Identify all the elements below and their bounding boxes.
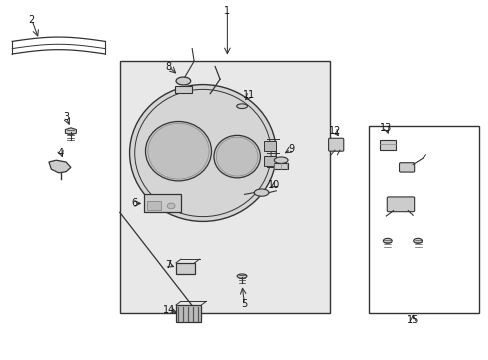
Ellipse shape — [383, 238, 391, 243]
Text: 11: 11 — [243, 90, 255, 100]
FancyBboxPatch shape — [174, 86, 192, 93]
Text: 13: 13 — [379, 123, 392, 133]
Ellipse shape — [236, 104, 247, 109]
Text: 2: 2 — [29, 15, 35, 25]
Polygon shape — [65, 128, 76, 135]
Polygon shape — [49, 160, 71, 173]
FancyBboxPatch shape — [144, 194, 181, 212]
Bar — [264, 156, 276, 166]
Text: 10: 10 — [267, 180, 280, 190]
Ellipse shape — [274, 157, 287, 163]
Text: 7: 7 — [165, 260, 171, 270]
Bar — [120, 61, 329, 313]
FancyBboxPatch shape — [386, 197, 414, 212]
Ellipse shape — [176, 77, 190, 85]
Text: 1: 1 — [224, 6, 230, 16]
Text: 4: 4 — [58, 148, 64, 158]
Text: 6: 6 — [131, 198, 137, 208]
FancyBboxPatch shape — [399, 163, 414, 172]
Text: 15: 15 — [406, 315, 419, 325]
Ellipse shape — [413, 238, 422, 243]
Text: 5: 5 — [241, 299, 247, 309]
Ellipse shape — [216, 137, 258, 176]
Text: 12: 12 — [328, 126, 341, 136]
Bar — [368, 126, 478, 313]
Ellipse shape — [147, 123, 209, 179]
FancyBboxPatch shape — [176, 305, 201, 322]
Ellipse shape — [214, 135, 260, 178]
Text: 9: 9 — [287, 144, 293, 154]
FancyBboxPatch shape — [379, 140, 395, 150]
Text: 3: 3 — [63, 112, 69, 122]
Ellipse shape — [145, 122, 211, 181]
Bar — [264, 141, 276, 151]
FancyBboxPatch shape — [328, 138, 343, 151]
Text: 14: 14 — [162, 305, 175, 315]
Text: 8: 8 — [165, 62, 171, 72]
Ellipse shape — [237, 274, 246, 278]
Bar — [274, 163, 287, 169]
Ellipse shape — [254, 189, 268, 196]
Ellipse shape — [167, 203, 175, 209]
FancyBboxPatch shape — [176, 263, 194, 274]
Bar — [146, 201, 161, 210]
Ellipse shape — [129, 85, 276, 221]
